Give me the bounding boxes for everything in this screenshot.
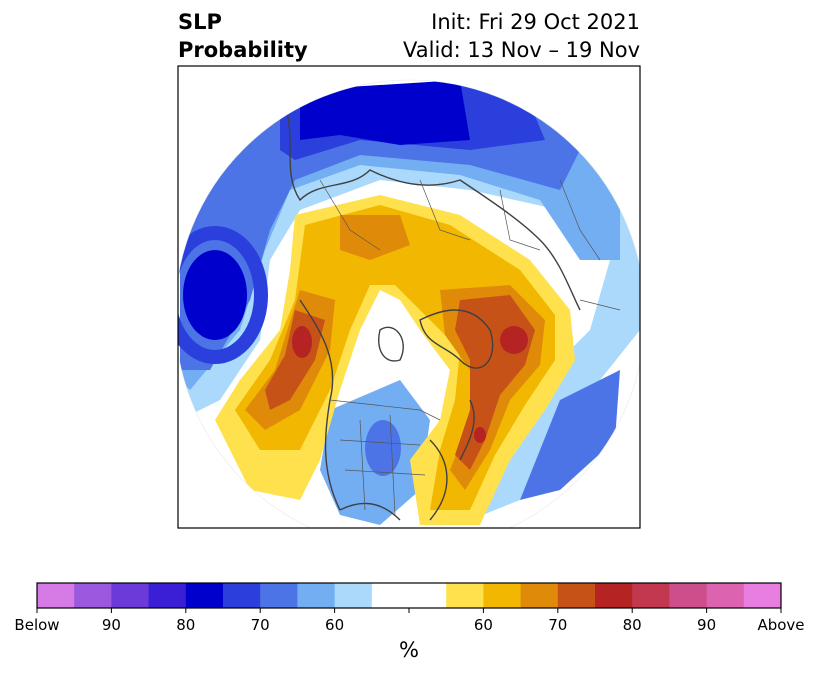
colorbar-segment <box>260 583 298 608</box>
colorbar-segment <box>595 583 633 608</box>
blue-core-west <box>183 250 247 340</box>
map-disk-edge <box>178 79 640 528</box>
colorbar-tick-label: 70 <box>548 616 568 634</box>
colorbar-segment <box>297 583 336 608</box>
colorbar <box>37 583 782 608</box>
blue-region-strong <box>180 80 580 370</box>
colorbar-segment <box>743 583 782 608</box>
colorbar-segment <box>446 583 484 608</box>
rust-region <box>265 295 535 470</box>
map-frame <box>177 65 641 529</box>
colorbar-tick-label: 60 <box>473 616 493 634</box>
red-core-south <box>474 427 486 443</box>
colorbar-segment <box>706 583 745 608</box>
blue-region-southeast <box>520 370 620 500</box>
colorbar-segment <box>669 583 708 608</box>
colorbar-segment <box>185 583 224 608</box>
colorbar-segment <box>223 583 261 608</box>
colorbar-tick-label: 90 <box>101 616 121 634</box>
colorbar-unit-label: % <box>399 638 419 662</box>
title-field: Probability <box>178 38 308 62</box>
colorbar-tick-label: 80 <box>176 616 196 634</box>
colorbar-tick-label: 70 <box>250 616 270 634</box>
colorbar-segment <box>520 583 559 608</box>
title-init-date: Init: Fri 29 Oct 2021 <box>431 10 640 34</box>
political-borders <box>319 179 621 516</box>
colorbar-segment <box>483 583 522 608</box>
title-variable: SLP <box>178 10 222 34</box>
colorbar-tick-label: Above <box>757 616 805 634</box>
colorbar-segment <box>557 583 596 608</box>
blue-ring-west <box>178 226 268 364</box>
colorbar-segment <box>111 583 150 608</box>
colorbar-segment <box>632 583 670 608</box>
red-core-east <box>500 326 528 354</box>
colorbar-segment <box>409 583 447 608</box>
colorbar-segment <box>37 583 75 608</box>
colorbar-segment <box>334 583 373 608</box>
blue-core-us <box>365 420 401 476</box>
red-core-west <box>292 326 312 358</box>
chart-title-left: SLP Probability <box>178 8 308 64</box>
colorbar-ticks <box>36 608 782 613</box>
colorbar-tick-label: 80 <box>622 616 642 634</box>
title-valid-range: Valid: 13 Nov – 19 Nov <box>403 38 640 62</box>
colorbar-tick-label: Below <box>14 616 60 634</box>
colorbar-segment <box>74 583 112 608</box>
blue-core-north <box>300 80 470 145</box>
colorbar-segment <box>371 583 410 608</box>
chart-title-right: Init: Fri 29 Oct 2021 Valid: 13 Nov – 19… <box>403 8 640 64</box>
colorbar-tick-label: 60 <box>325 616 345 634</box>
colorbar-segment <box>148 583 187 608</box>
colorbar-tick-label: 90 <box>697 616 717 634</box>
